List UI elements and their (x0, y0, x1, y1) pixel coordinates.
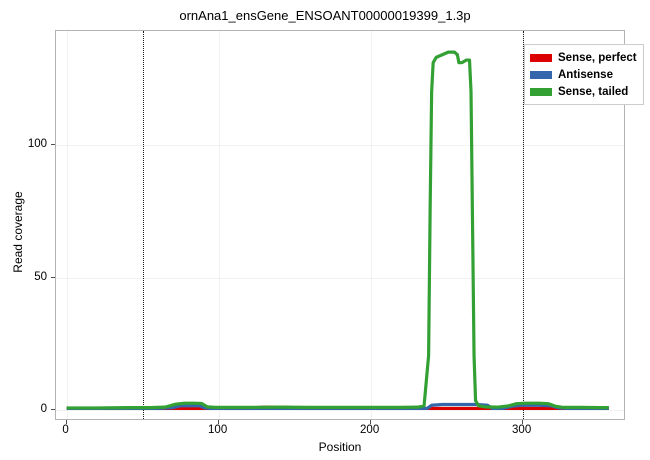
legend-item-label: Sense, perfect (558, 51, 637, 64)
chart-title: ornAna1_ensGene_ENSOANT00000019399_1.3p (179, 8, 471, 23)
gridline-vertical (370, 31, 372, 419)
x-tick-label: 100 (208, 424, 228, 436)
gridline-horizontal (56, 277, 624, 279)
legend-item-label: Antisense (558, 68, 613, 81)
legend-item-label: Sense, tailed (558, 85, 629, 98)
legend-item: Sense, perfect (530, 49, 637, 66)
x-tick-label: 300 (512, 424, 532, 436)
y-axis-label: Read coverage (11, 191, 25, 273)
gridline-horizontal (56, 145, 624, 147)
annotation-line-300 (522, 31, 524, 419)
x-tick-mark (521, 420, 523, 424)
series-container (66, 50, 609, 411)
y-tick-mark (51, 144, 55, 146)
gridline-vertical (218, 31, 220, 419)
legend: Sense, perfect Antisense Sense, tailed (524, 44, 644, 105)
x-tick-mark (65, 420, 67, 424)
y-tick-label: 50 (34, 270, 47, 283)
legend-color-swatch (530, 70, 552, 79)
gridline-horizontal (56, 410, 624, 412)
legend-color-swatch (530, 87, 552, 96)
x-tick-mark (369, 420, 371, 424)
x-tick-mark (217, 420, 219, 424)
annotation-line-50 (142, 31, 144, 419)
gridline-vertical (66, 31, 68, 419)
series-line (66, 402, 609, 411)
series-line (66, 50, 609, 410)
legend-color-swatch (530, 53, 552, 62)
x-tick-label: 200 (360, 424, 380, 436)
y-tick-mark (51, 276, 55, 278)
x-tick-label: 0 (62, 424, 69, 436)
y-tick-label: 100 (27, 138, 47, 151)
legend-item: Antisense (530, 66, 637, 83)
legend-item: Sense, tailed (530, 83, 637, 100)
y-tick-label: 0 (40, 403, 47, 416)
x-axis-label: Position (318, 440, 362, 454)
y-tick-mark (51, 409, 55, 411)
